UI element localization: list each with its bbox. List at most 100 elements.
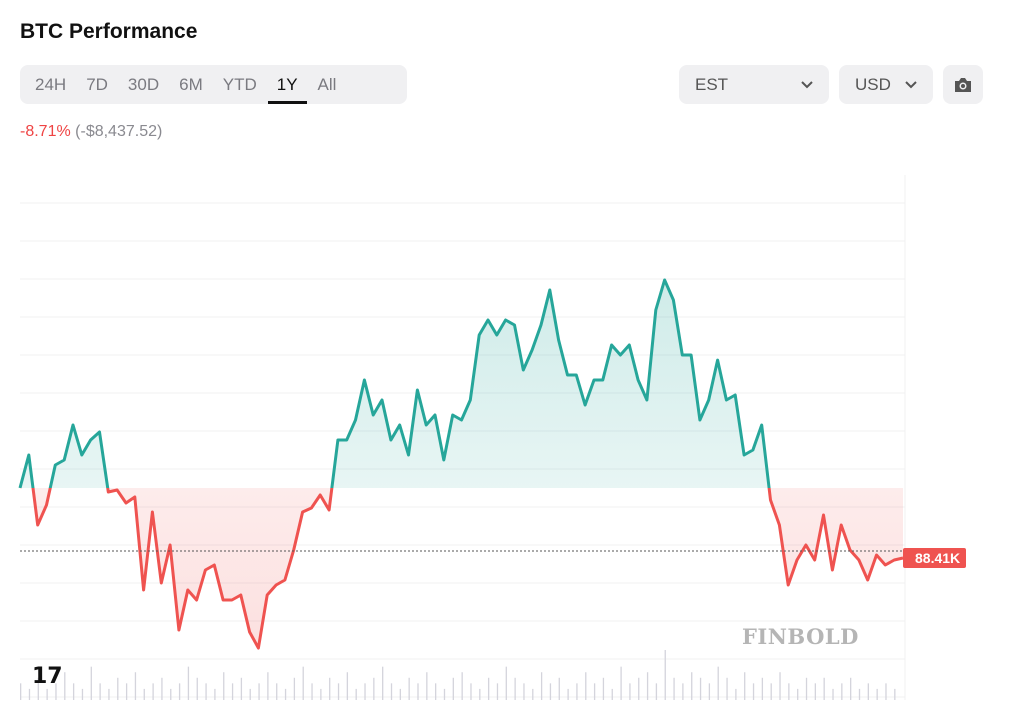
volume-bar — [558, 677, 560, 700]
volume-bars — [20, 650, 896, 700]
current-price-label: 88.41K — [903, 548, 967, 568]
volume-bar — [461, 672, 463, 700]
tradingview-logo: 17 — [32, 664, 63, 689]
volume-bar — [399, 688, 401, 700]
volume-bar — [735, 688, 737, 700]
tab-30d[interactable]: 30D — [127, 75, 160, 94]
volume-bar — [426, 672, 428, 700]
volume-bar — [99, 683, 101, 700]
volume-bar — [638, 677, 640, 700]
volume-bar — [72, 683, 75, 700]
performance-absolute: (-$8,437.52) — [75, 123, 163, 140]
screenshot-button[interactable] — [943, 65, 983, 104]
volume-bar — [867, 683, 869, 700]
finbold-watermark: FINBOLD — [742, 624, 859, 649]
timezone-select[interactable]: EST — [679, 65, 829, 104]
volume-bar — [496, 683, 499, 700]
tab-24h[interactable]: 24H — [35, 75, 67, 94]
volume-bar — [302, 666, 304, 700]
volume-bar — [540, 672, 543, 700]
volume-bar — [611, 688, 613, 700]
chevron-down-icon — [905, 80, 917, 88]
volume-bar — [55, 683, 57, 700]
volume-bar — [770, 683, 772, 700]
volume-bar — [408, 677, 410, 700]
volume-bar — [699, 677, 702, 700]
currency-value: USD — [855, 74, 891, 94]
tab-6m[interactable]: 6M — [179, 75, 203, 94]
volume-bar — [779, 672, 781, 700]
volume-bar — [602, 677, 605, 700]
tab-1y[interactable]: 1Y — [267, 65, 307, 104]
volume-bar — [134, 672, 137, 700]
volume-bar — [805, 677, 808, 700]
volume-bar — [249, 688, 251, 700]
volume-bar — [276, 683, 278, 700]
price-series — [18, 278, 904, 650]
volume-bar — [231, 683, 234, 700]
volume-bar — [850, 677, 852, 700]
volume-bar — [885, 683, 887, 700]
volume-bar — [28, 688, 31, 700]
volume-bar — [390, 683, 393, 700]
volume-bar — [311, 683, 313, 700]
volume-bar — [320, 688, 322, 700]
volume-bar — [205, 683, 207, 700]
volume-bar — [858, 688, 861, 700]
tab-ytd[interactable]: YTD — [222, 75, 257, 94]
price-line-down — [20, 488, 904, 650]
tab-7d[interactable]: 7D — [86, 75, 108, 94]
volume-bar — [382, 666, 384, 700]
volume-bar — [37, 677, 39, 700]
tab-all[interactable]: All — [317, 75, 337, 94]
volume-bar — [346, 672, 349, 700]
price-line-up — [18, 278, 771, 489]
page-title: BTC Performance — [20, 20, 198, 43]
volume-bar — [629, 683, 631, 700]
volume-bar — [691, 672, 693, 700]
volume-bar — [761, 677, 764, 700]
volume-bar — [417, 683, 419, 700]
performance-summary: -8.71% (-$8,437.52) — [20, 123, 162, 141]
currency-select[interactable]: USD — [839, 65, 933, 104]
volume-bar — [125, 683, 128, 700]
volume-bar — [523, 683, 525, 700]
volume-bar — [364, 683, 366, 700]
volume-bar — [223, 672, 225, 700]
volume-bar — [108, 688, 110, 700]
volume-bar — [532, 688, 534, 700]
volume-bar — [293, 677, 296, 700]
volume-bar — [682, 683, 684, 700]
area-fill-down — [20, 488, 903, 648]
volume-bar — [117, 677, 119, 700]
volume-bar — [152, 683, 154, 700]
volume-bar — [178, 683, 181, 700]
volume-bar — [655, 683, 658, 700]
volume-bar — [788, 683, 790, 700]
chevron-down-icon — [801, 80, 813, 88]
volume-bar — [81, 688, 84, 700]
volume-bar — [894, 688, 896, 700]
volume-bar — [726, 677, 728, 700]
volume-bar — [284, 688, 287, 700]
volume-bar — [646, 672, 649, 700]
volume-bar — [832, 688, 834, 700]
volume-bar — [505, 666, 507, 700]
volume-bar — [337, 683, 340, 700]
volume-bar — [673, 677, 675, 700]
volume-bar — [585, 672, 587, 700]
performance-percent: -8.71% — [20, 123, 71, 140]
volume-bar — [744, 672, 746, 700]
volume-bar — [196, 677, 198, 700]
volume-bar — [797, 688, 799, 700]
volume-bar — [187, 666, 190, 700]
volume-bar — [161, 677, 163, 700]
volume-bar — [452, 677, 454, 700]
volume-bar — [143, 688, 145, 700]
volume-bar — [258, 683, 260, 700]
volume-bar — [841, 683, 843, 700]
range-tabs: 24H 7D 30D 6M YTD 1Y All — [20, 65, 407, 104]
volume-bar — [479, 688, 481, 700]
volume-bar — [487, 677, 490, 700]
